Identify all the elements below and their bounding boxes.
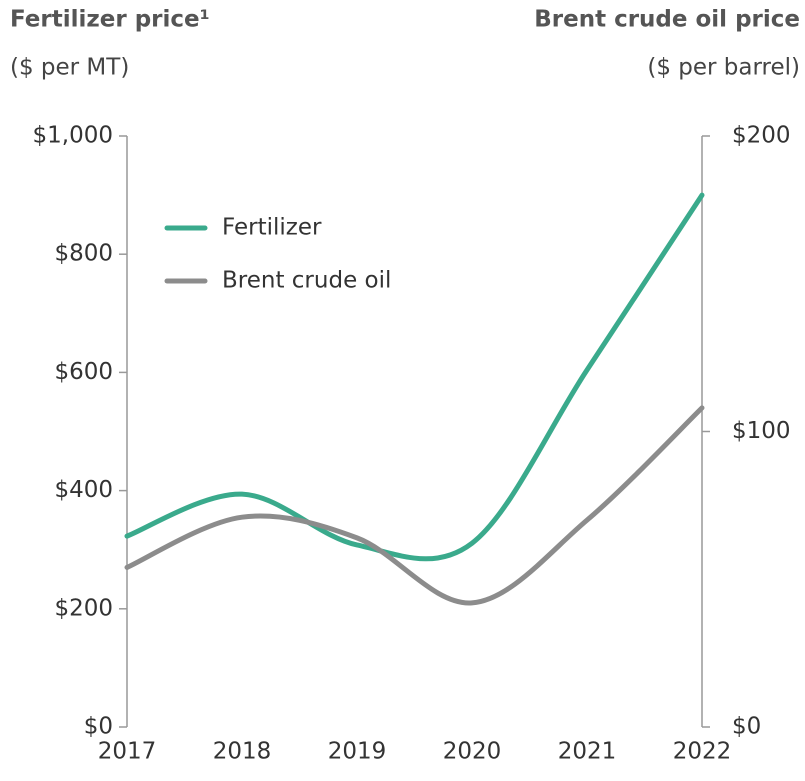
line — [124, 192, 705, 562]
x-tick-label: 2019 — [328, 739, 387, 765]
y-tick-label: $400 — [54, 477, 113, 503]
y-tick-label: $0 — [84, 714, 113, 740]
y2-tick-label: $100 — [732, 418, 791, 444]
x-tick-label: 2017 — [98, 739, 157, 765]
y2-axis-unit: ($ per barrel) — [647, 55, 800, 81]
chart-title: Fertilizer price¹ — [10, 7, 210, 33]
line — [124, 405, 705, 606]
y2-tick-label: $200 — [732, 123, 791, 149]
y2-title: Brent crude oil price — [534, 7, 800, 33]
y2-tick-label: $0 — [732, 714, 761, 740]
y-tick-label: $600 — [54, 359, 113, 385]
y-tick-label: $800 — [54, 241, 113, 267]
x-tick-label: 2021 — [558, 739, 617, 765]
x-tick-label: 2020 — [443, 739, 502, 765]
y-axis-unit: ($ per MT) — [10, 55, 129, 81]
legend-label: Fertilizer — [222, 215, 322, 241]
x-tick-label: 2018 — [213, 739, 272, 765]
y-tick-label: $1,000 — [33, 123, 113, 149]
x-tick-label: 2022 — [673, 739, 732, 765]
y-tick-label: $200 — [54, 595, 113, 621]
legend-label: Brent crude oil — [222, 268, 391, 294]
